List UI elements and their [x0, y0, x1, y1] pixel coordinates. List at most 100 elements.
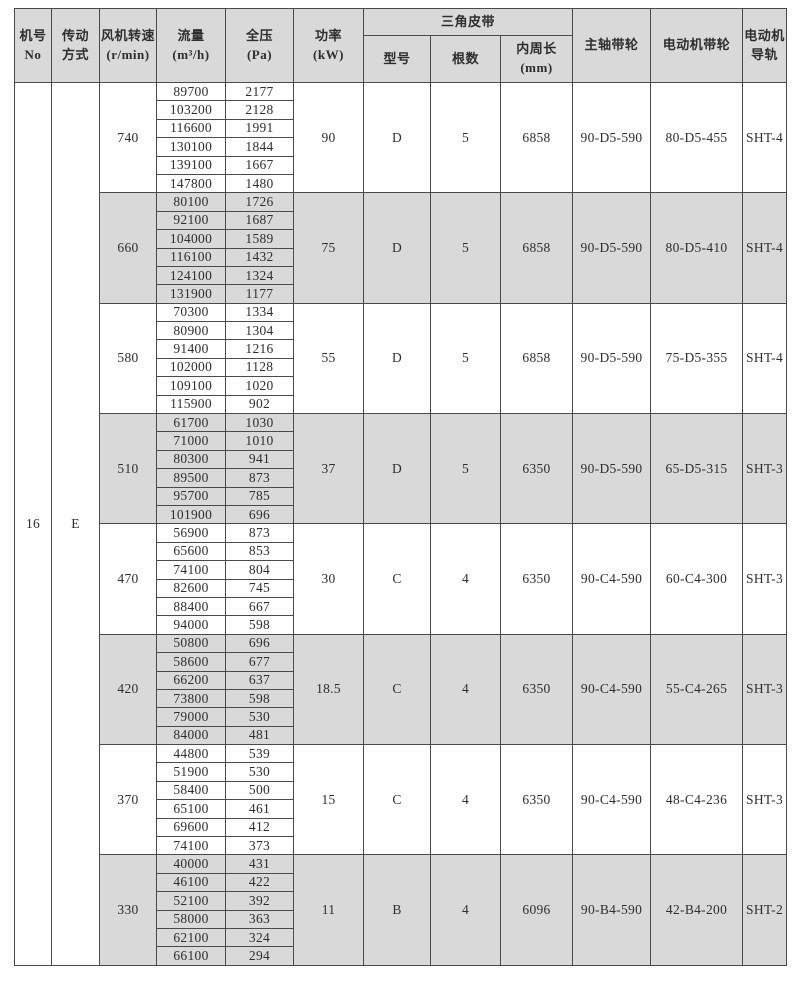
table-row: 88400 667	[15, 596, 787, 617]
table-row: 104000 1589	[15, 229, 787, 249]
belt-model-cell: C	[363, 523, 431, 635]
pressure-cell: 1020	[225, 376, 294, 396]
flow-cell: 88400	[156, 596, 226, 617]
flow-cell: 50800	[156, 633, 226, 654]
pressure-cell: 2128	[225, 100, 294, 120]
table-row: 510 61700 1030 37 D 5 6350 90-D5-590 65-D5-315 SH…	[15, 413, 788, 525]
pressure-cell: 1480	[225, 173, 294, 194]
header-v-belt-group: 三角皮带	[362, 8, 574, 36]
table-row: 124100 1324	[15, 265, 787, 286]
table-header: 机号 No 传动 方式 风机转速 (r/min) 流量 (m³/h) 全压 (P…	[14, 8, 788, 83]
power-cell: 90	[293, 81, 364, 194]
belt-model-cell: D	[363, 192, 431, 304]
pressure-cell: 785	[225, 486, 294, 506]
flow-cell: 56900	[156, 523, 226, 543]
power-cell: 15	[293, 744, 364, 856]
pressure-cell: 853	[225, 541, 294, 562]
flow-cell: 115900	[156, 394, 226, 415]
table-row: 62100 324	[15, 927, 787, 948]
table-row: 94000 598	[15, 615, 787, 635]
power-cell: 11	[293, 854, 364, 966]
flow-cell: 116600	[156, 118, 226, 139]
power-cell: 55	[293, 302, 364, 415]
pressure-cell: 500	[225, 780, 294, 801]
pressure-cell: 637	[225, 670, 294, 690]
belt-inner-length-cell: 6350	[499, 744, 574, 856]
motor-rail-cell: SHT-3	[742, 413, 788, 525]
drive-type-cell: E	[51, 82, 100, 966]
flow-cell: 46100	[156, 872, 226, 893]
belt-model-cell: D	[363, 413, 431, 525]
table-row: 109100 1020	[15, 376, 787, 396]
pressure-cell: 745	[225, 578, 294, 598]
page: 机号 No 传动 方式 风机转速 (r/min) 流量 (m³/h) 全压 (P…	[0, 8, 800, 983]
table-row: 66100 294	[15, 946, 787, 966]
flow-cell: 58600	[156, 652, 226, 672]
motor-pulley-cell: 42-B4-200	[650, 854, 744, 966]
pressure-cell: 324	[225, 927, 294, 948]
flow-cell: 101900	[156, 504, 226, 525]
fan-speed-cell: 370	[99, 744, 157, 856]
pressure-cell: 1216	[225, 339, 294, 359]
pressure-cell: 941	[225, 449, 294, 470]
pressure-cell: 1991	[225, 118, 294, 139]
table-row: 131900 1177	[15, 284, 787, 304]
table-row: 69600 412	[15, 817, 787, 838]
fan-speed-cell: 580	[99, 302, 157, 415]
pressure-cell: 1687	[225, 210, 294, 231]
flow-cell: 70300	[156, 302, 226, 323]
flow-cell: 104000	[156, 229, 226, 249]
table-row: 470 56900 873 30 C 4 6350 90-C4-590 60-C4-300 SHT…	[15, 523, 788, 635]
belt-inner-length-cell: 6350	[499, 523, 574, 635]
motor-rail-cell: SHT-3	[742, 744, 788, 856]
belt-model-cell: C	[363, 744, 431, 856]
motor-pulley-cell: 60-C4-300	[650, 523, 744, 635]
header-belt-model: 型号	[363, 35, 431, 83]
belt-count-cell: 4	[430, 744, 501, 856]
flow-cell: 89700	[156, 81, 226, 102]
belt-inner-length-cell: 6350	[499, 413, 574, 525]
header-main-shaft-pulley: 主轴带轮	[572, 8, 652, 83]
motor-rail-cell: SHT-4	[742, 81, 788, 194]
pressure-cell: 667	[225, 596, 294, 617]
flow-cell: 62100	[156, 927, 226, 948]
flow-cell: 69600	[156, 817, 226, 838]
table-row: 370 44800 539 15 C 4 6350 90-C4-590 48-C4-236 SHT…	[15, 744, 788, 856]
flow-cell: 66100	[156, 946, 226, 966]
table-row: 92100 1687	[15, 210, 787, 231]
table-row: 66200 637	[15, 670, 787, 690]
header-power: 功率 (kW)	[293, 8, 364, 83]
table-row: 116100 1432	[15, 247, 787, 267]
flow-cell: 147800	[156, 173, 226, 194]
motor-pulley-cell: 48-C4-236	[650, 744, 744, 856]
flow-cell: 74100	[156, 836, 226, 856]
table-row: 74100 804	[15, 560, 787, 580]
main-shaft-pulley-cell: 90-D5-590	[572, 81, 652, 194]
flow-cell: 51900	[156, 762, 226, 782]
table-row: 102000 1128	[15, 357, 787, 378]
flow-cell: 71000	[156, 431, 226, 451]
flow-cell: 61700	[156, 413, 226, 433]
flow-cell: 66200	[156, 670, 226, 690]
pressure-cell: 1667	[225, 155, 294, 175]
table-row: 51900 530	[15, 762, 787, 782]
flow-cell: 52100	[156, 891, 226, 911]
fan-spec-table: 机号 No 传动 方式 风机转速 (r/min) 流量 (m³/h) 全压 (P…	[14, 8, 788, 966]
table-row: 65100 461	[15, 799, 787, 819]
table-body: 16 E 740 89700 2177 90 D 5 6858 90-D5-590 80-D5-45…	[14, 81, 788, 966]
main-shaft-pulley-cell: 90-B4-590	[572, 854, 652, 966]
table-row: 79000 530	[15, 707, 787, 727]
flow-cell: 74100	[156, 560, 226, 580]
pressure-cell: 1304	[225, 321, 294, 341]
table-row: 58000 363	[15, 909, 787, 929]
pressure-cell: 431	[225, 854, 294, 874]
pressure-cell: 1726	[225, 192, 294, 212]
flow-cell: 103200	[156, 100, 226, 120]
pressure-cell: 677	[225, 652, 294, 672]
belt-count-cell: 4	[430, 854, 501, 966]
pressure-cell: 696	[225, 633, 294, 654]
header-fan-speed: 风机转速 (r/min)	[99, 8, 157, 83]
pressure-cell: 422	[225, 872, 294, 893]
belt-inner-length-cell: 6858	[499, 192, 574, 304]
flow-cell: 40000	[156, 854, 226, 874]
